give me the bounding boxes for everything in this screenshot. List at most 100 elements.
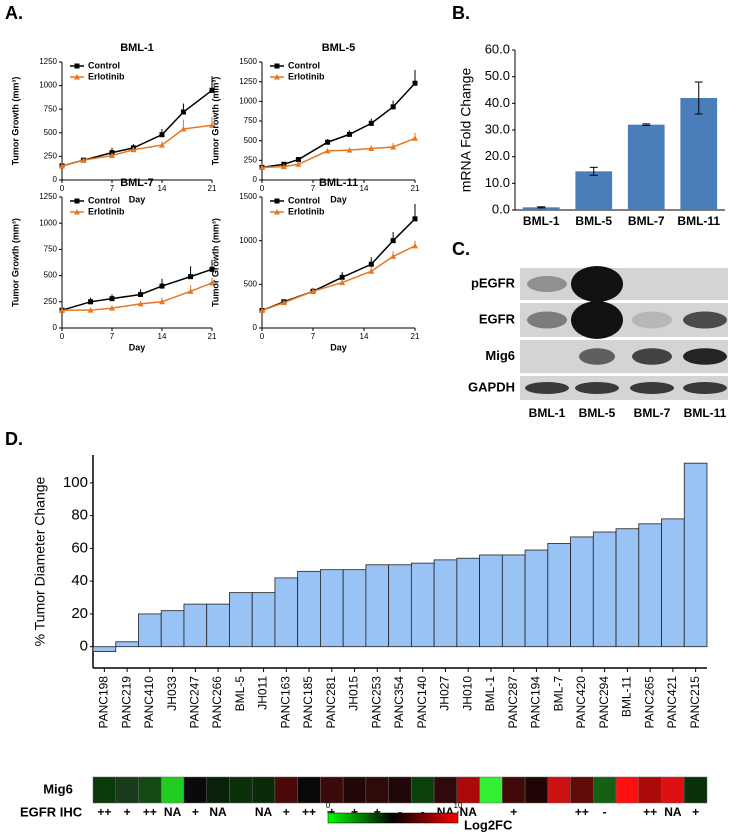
marker xyxy=(368,120,374,126)
ihc-value: + xyxy=(124,805,131,819)
legend-label: Erlotinib xyxy=(288,71,325,81)
y-tick-label: 0 xyxy=(253,323,258,332)
legend-marker xyxy=(74,63,80,69)
series-line xyxy=(261,137,416,169)
bar xyxy=(229,592,253,648)
y-tick-label: 0 xyxy=(253,175,258,184)
legend-marker xyxy=(74,209,80,215)
blot-band xyxy=(527,276,567,292)
x-tick-label: PANC140 xyxy=(415,676,429,729)
bar xyxy=(592,531,617,648)
x-tick-label: 0 xyxy=(60,332,65,341)
x-tick-label: BML-11 xyxy=(677,214,720,228)
marker xyxy=(259,307,265,314)
heatmap-cell xyxy=(92,776,116,804)
marker xyxy=(339,274,345,280)
y-axis-label: Tumor Growth (mm³) xyxy=(10,77,20,166)
marker xyxy=(412,216,418,222)
bar xyxy=(456,557,480,648)
chart-title: BML-1 xyxy=(120,42,154,54)
heatmap-cell xyxy=(320,776,344,804)
x-tick-label: 21 xyxy=(208,184,217,193)
bar xyxy=(251,592,276,648)
heatmap-cell xyxy=(524,776,549,804)
ihc-value: NA xyxy=(209,805,227,819)
heatmap-cell xyxy=(274,776,298,804)
marker xyxy=(259,164,265,170)
x-tick-label: JH011 xyxy=(256,676,270,710)
legend-marker xyxy=(74,74,80,80)
ihc-value: + xyxy=(510,805,517,819)
y-tick-label: 0.0 xyxy=(492,201,510,216)
marker xyxy=(138,291,144,297)
y-tick-label: 1250 xyxy=(39,192,57,201)
heatmap-cell xyxy=(570,776,594,804)
marker xyxy=(412,242,418,249)
legend-marker xyxy=(274,74,280,80)
blot-band xyxy=(683,382,727,394)
legend-marker xyxy=(274,198,280,204)
x-tick-label: 7 xyxy=(110,184,115,193)
bar xyxy=(342,569,367,648)
marker xyxy=(180,126,187,132)
y-axis-label: Tumor Growth (mm³) xyxy=(10,218,20,307)
ihc-value: NA xyxy=(664,805,682,819)
blot-column-label: BML-7 xyxy=(634,406,671,420)
marker xyxy=(159,298,165,305)
y-tick-label: 250 xyxy=(244,155,258,164)
y-tick-label: 1500 xyxy=(239,192,257,201)
y-tick-label: 750 xyxy=(44,104,58,113)
marker xyxy=(88,299,94,305)
y-tick-label: 250 xyxy=(44,152,58,161)
x-tick-label: 0 xyxy=(60,184,65,193)
x-tick-label: JH027 xyxy=(438,676,452,711)
x-tick-label: PANC185 xyxy=(301,676,315,729)
marker xyxy=(368,268,375,274)
marker xyxy=(87,307,94,313)
x-tick-label: PANC354 xyxy=(392,676,406,729)
bar xyxy=(320,569,344,648)
ihc-value: NA xyxy=(164,805,182,819)
blot-band xyxy=(632,348,672,365)
heatmap-cell xyxy=(251,776,276,804)
panel-label: B. xyxy=(452,3,470,23)
heatmap-cell xyxy=(615,776,640,804)
y-axis-label: % Tumor Diameter Change xyxy=(32,476,48,646)
legend-marker xyxy=(74,198,80,204)
ihc-value: NA xyxy=(255,805,273,819)
bar xyxy=(627,124,665,210)
bar xyxy=(575,171,613,210)
marker xyxy=(412,80,418,86)
marker xyxy=(159,283,165,289)
colorbar-label: Log2FC xyxy=(464,817,513,832)
legend-label: Control xyxy=(88,195,120,205)
bar xyxy=(115,641,139,648)
marker xyxy=(339,279,346,286)
marker xyxy=(137,300,144,307)
y-tick-label: 60 xyxy=(71,539,88,556)
x-tick-label: 14 xyxy=(158,332,167,341)
heatmap-cell xyxy=(297,776,321,804)
heatmap-cell xyxy=(502,776,526,804)
panel-label: C. xyxy=(452,239,470,259)
panel-label: A. xyxy=(5,3,23,23)
marker xyxy=(280,163,287,170)
ihc-value: - xyxy=(421,805,425,819)
x-tick-label: JH015 xyxy=(347,676,361,711)
x-tick-label: 14 xyxy=(360,332,369,341)
ihc-value: + xyxy=(328,805,335,819)
x-tick-label: PANC281 xyxy=(324,676,338,729)
x-tick-label: PANC198 xyxy=(97,676,111,729)
x-tick-label: PANC194 xyxy=(529,676,543,729)
y-tick-label: 100 xyxy=(63,474,88,491)
y-tick-label: 30.0 xyxy=(485,121,510,136)
marker xyxy=(209,87,215,93)
y-tick-label: 500 xyxy=(44,128,58,137)
x-tick-label: PANC219 xyxy=(119,676,133,729)
ihc-value: - xyxy=(398,805,402,819)
legend-label: Control xyxy=(288,60,320,70)
x-tick-label: PANC163 xyxy=(278,676,292,729)
ihc-value: + xyxy=(283,805,290,819)
x-tick-label: 0 xyxy=(260,332,265,341)
